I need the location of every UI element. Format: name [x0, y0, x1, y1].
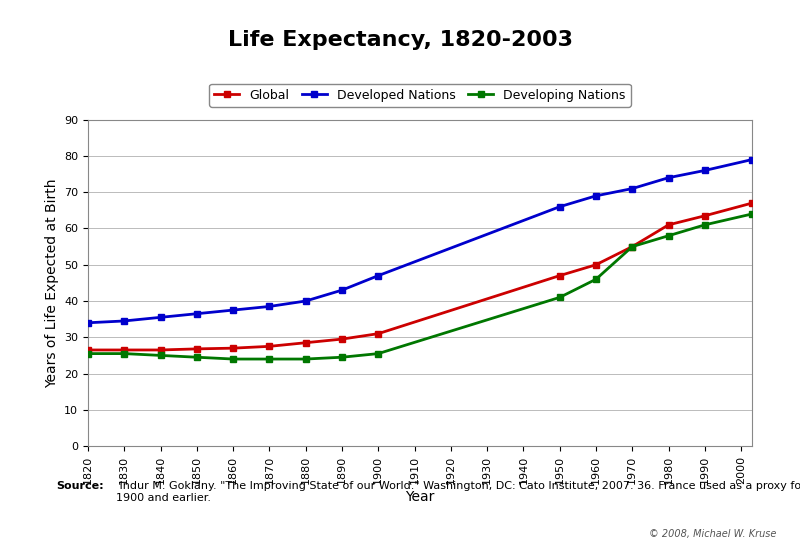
Global — [83, 347, 93, 353]
Text: Indur M. Goklany. "The Improving State of our World." Washington, DC: Cato Insti: Indur M. Goklany. "The Improving State o… — [116, 481, 800, 503]
Developing Nations — [555, 294, 565, 301]
Developed Nations — [374, 273, 383, 279]
Global — [591, 262, 601, 268]
Global — [627, 243, 637, 250]
Developing Nations — [591, 276, 601, 282]
Developing Nations — [228, 356, 238, 362]
Global — [747, 200, 757, 206]
Developed Nations — [192, 311, 202, 317]
Developing Nations — [192, 354, 202, 361]
Developing Nations — [627, 243, 637, 250]
Line: Developed Nations: Developed Nations — [85, 156, 755, 326]
Global — [228, 345, 238, 351]
Global — [555, 273, 565, 279]
Developed Nations — [265, 303, 274, 310]
Developing Nations — [156, 352, 166, 358]
Global — [700, 213, 710, 219]
Global — [301, 339, 310, 346]
Developed Nations — [83, 319, 93, 326]
Developed Nations — [664, 175, 674, 181]
Global — [337, 336, 346, 342]
Developed Nations — [301, 298, 310, 304]
X-axis label: Year: Year — [406, 490, 434, 504]
Developed Nations — [156, 314, 166, 320]
Developed Nations — [337, 287, 346, 293]
Developed Nations — [555, 203, 565, 210]
Developing Nations — [119, 350, 129, 357]
Y-axis label: Years of Life Expected at Birth: Years of Life Expected at Birth — [45, 178, 58, 388]
Global — [156, 347, 166, 353]
Global — [119, 347, 129, 353]
Developing Nations — [337, 354, 346, 361]
Developing Nations — [301, 356, 310, 362]
Developed Nations — [228, 307, 238, 313]
Text: Life Expectancy, 1820-2003: Life Expectancy, 1820-2003 — [227, 30, 573, 50]
Developed Nations — [627, 186, 637, 192]
Developed Nations — [747, 156, 757, 163]
Developing Nations — [83, 350, 93, 357]
Text: © 2008, Michael W. Kruse: © 2008, Michael W. Kruse — [649, 529, 776, 539]
Developing Nations — [664, 232, 674, 239]
Text: Source:: Source: — [56, 481, 104, 491]
Developing Nations — [374, 350, 383, 357]
Developed Nations — [700, 167, 710, 174]
Global — [265, 343, 274, 350]
Developing Nations — [265, 356, 274, 362]
Developing Nations — [700, 221, 710, 228]
Developed Nations — [119, 318, 129, 324]
Global — [192, 345, 202, 352]
Global — [374, 330, 383, 337]
Developing Nations — [747, 211, 757, 217]
Global — [664, 221, 674, 228]
Legend: Global, Developed Nations, Developing Nations: Global, Developed Nations, Developing Na… — [210, 84, 630, 107]
Line: Global: Global — [85, 200, 755, 354]
Developed Nations — [591, 193, 601, 199]
Line: Developing Nations: Developing Nations — [85, 211, 755, 362]
